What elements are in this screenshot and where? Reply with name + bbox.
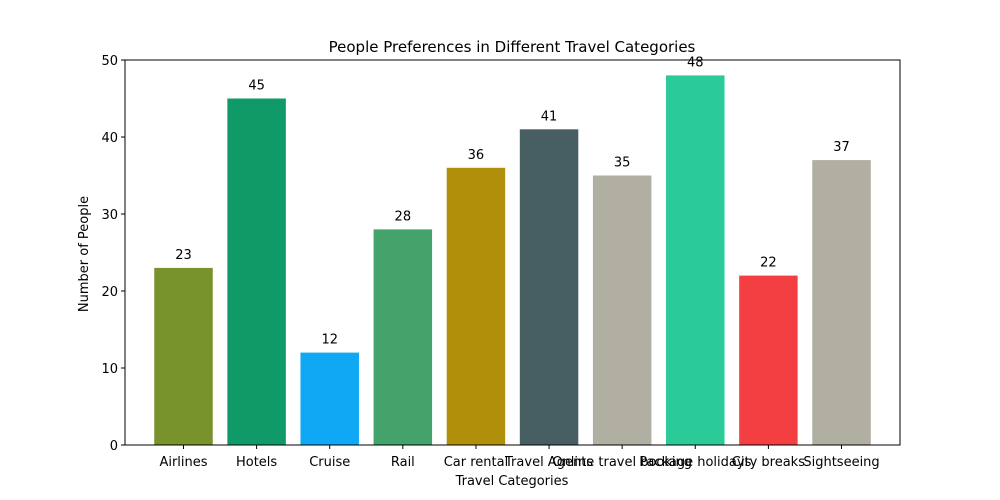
x-tick-label: Hotels — [236, 455, 277, 470]
y-tick-label: 30 — [101, 208, 118, 223]
bar — [373, 229, 433, 445]
x-tick-label: Package holidays — [639, 455, 751, 470]
x-axis: Airlines Hotels Cruise Rail Car rentalTravel… — [159, 445, 880, 470]
bar — [812, 160, 871, 445]
x-tick-label: City breaks — [732, 455, 805, 470]
plot-frame — [124, 59, 901, 446]
bar-value-label: 12 — [321, 333, 338, 348]
x-tick-label: Airlines — [159, 455, 207, 470]
x-tick-label: Travel Agents — [504, 455, 593, 470]
y-tick-label: 20 — [101, 285, 118, 300]
bar-value-label: 35 — [614, 156, 631, 171]
bar — [300, 352, 359, 445]
data-labels-layer: 23 45 12 28 36 41 35 48 22 37 — [175, 55, 850, 347]
bar-value-label: 37 — [833, 140, 850, 155]
x-tick-label: Car rental — [444, 455, 509, 470]
bar-value-label: 23 — [175, 248, 192, 263]
bar-value-label: 48 — [687, 55, 704, 70]
y-tick-label: 0 — [110, 439, 118, 454]
bar — [227, 98, 286, 445]
bar — [519, 129, 579, 446]
y-tick-label: 40 — [101, 131, 118, 146]
x-tick-label: Rail — [391, 455, 415, 470]
bar-value-label: 45 — [248, 79, 265, 94]
chart-title: People Preferences in Different Travel C… — [329, 38, 696, 56]
bars-layer — [154, 75, 871, 446]
bar-value-label: 22 — [760, 256, 777, 271]
bar — [739, 275, 798, 445]
x-tick-label: Cruise — [309, 455, 350, 470]
bar-value-label: 28 — [395, 209, 412, 224]
y-tick-label: 10 — [101, 362, 118, 377]
bar — [592, 175, 652, 445]
y-axis: 0 10 20 30 40 50 — [101, 54, 125, 454]
bar-value-label: 41 — [541, 109, 558, 124]
x-tick-label: Online travel booking — [552, 455, 692, 470]
bar — [446, 167, 506, 446]
y-tick-label: 50 — [101, 54, 118, 69]
x-axis-title: Travel Categories — [455, 474, 569, 489]
bar — [666, 75, 725, 446]
y-axis-title: Number of People — [77, 196, 92, 312]
x-tick-label: Sightseeing — [803, 455, 879, 470]
bar-value-label: 36 — [468, 148, 485, 163]
bar — [154, 267, 213, 445]
